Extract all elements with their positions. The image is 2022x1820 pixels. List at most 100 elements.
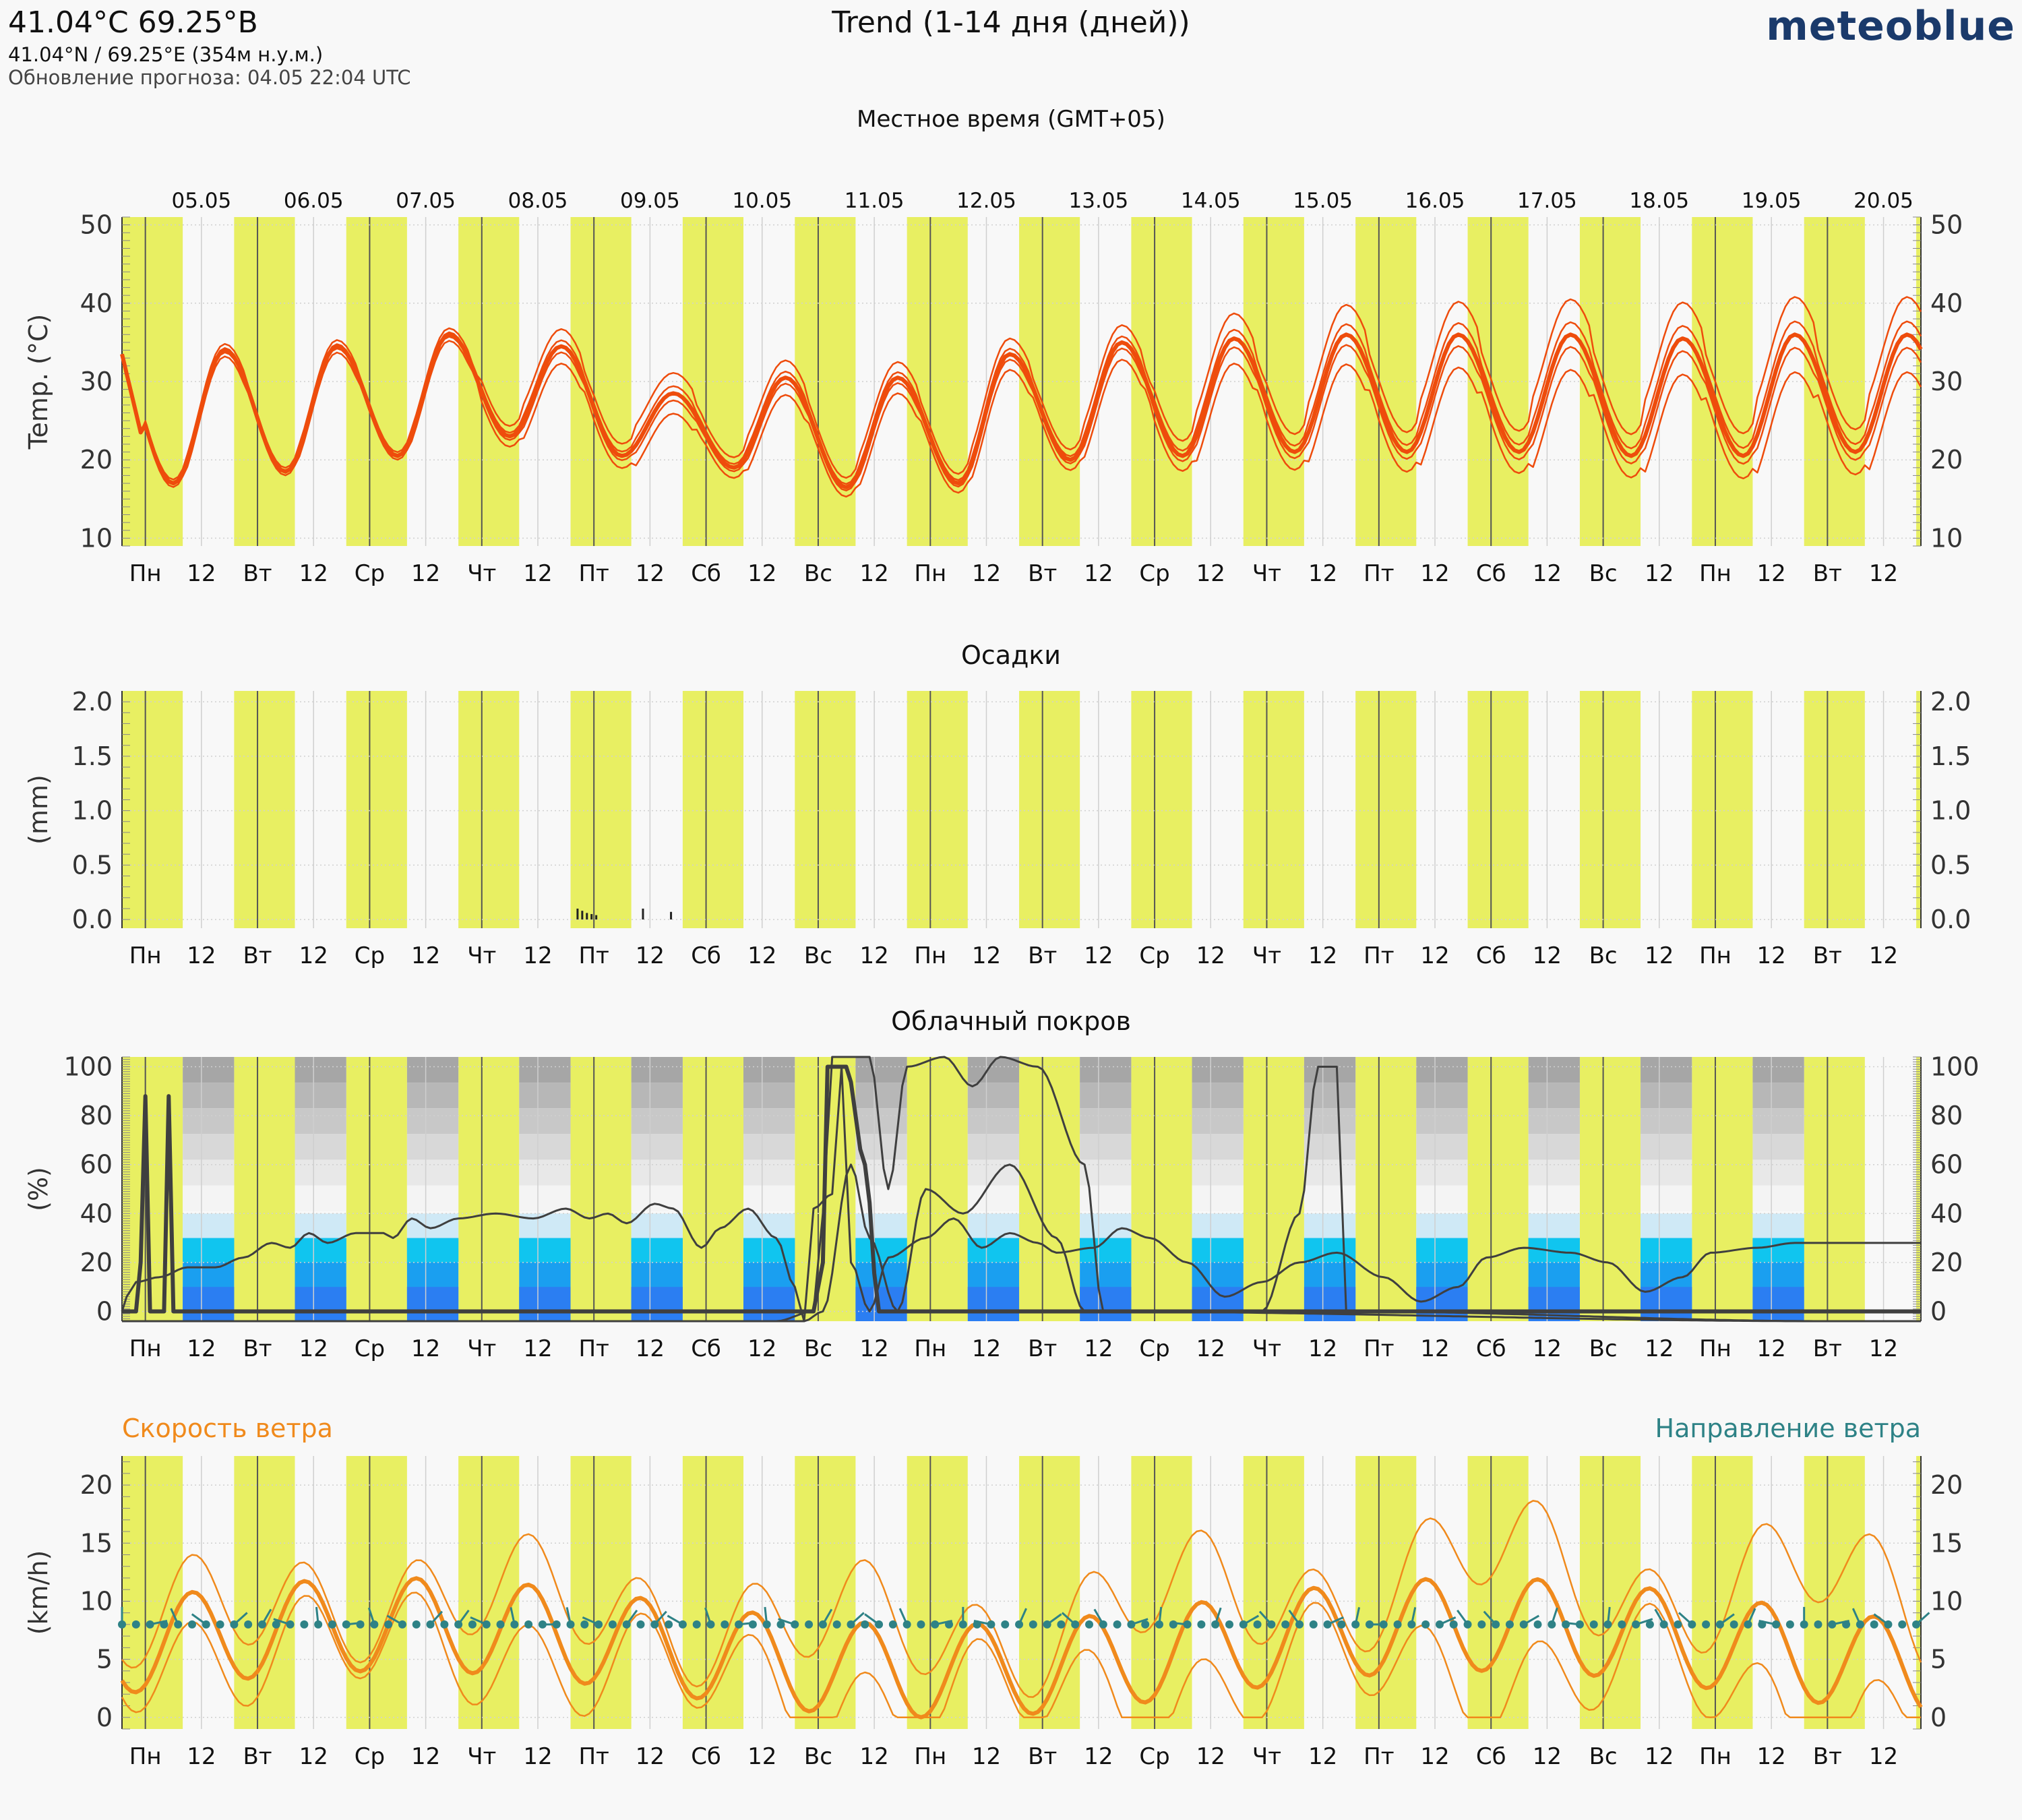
- low-cloud-block: [406, 1287, 459, 1321]
- x-tick-label: Ср: [355, 1743, 385, 1770]
- temperature-daylight-band: [1243, 217, 1304, 546]
- y-tick-label-right: 0: [1930, 1703, 1947, 1732]
- wind-direction-arrow: [1130, 1618, 1148, 1626]
- high-cloud-block: [295, 1159, 346, 1186]
- high-cloud-block: [1416, 1134, 1468, 1160]
- x-tick-label: Вс: [1589, 942, 1618, 969]
- wind-direction-arrow: [1258, 1610, 1273, 1625]
- x-tick-label: 12: [1757, 560, 1786, 587]
- day-label-17.05: 17.05: [1517, 189, 1577, 213]
- wind-direction-dot: [1645, 1620, 1654, 1629]
- mid-cloud-block: [1752, 1238, 1804, 1263]
- y-tick-label-right: 20: [1930, 1470, 1963, 1500]
- x-tick-label: Вс: [1589, 1743, 1618, 1770]
- precip-bar: [590, 914, 593, 920]
- high-cloud-block: [1752, 1159, 1804, 1186]
- wind-direction-dot: [131, 1620, 140, 1629]
- wind-direction-arrow: [1916, 1612, 1930, 1626]
- wind-direction-dot: [1393, 1620, 1402, 1629]
- day-label-16.05: 16.05: [1405, 189, 1465, 213]
- x-tick-label: Сб: [1476, 1743, 1506, 1770]
- wind-direction-dot: [440, 1620, 449, 1629]
- x-tick-label: 12: [859, 1335, 888, 1362]
- y-tick-label: 60: [80, 1150, 113, 1180]
- wind-direction-dot: [665, 1620, 673, 1629]
- x-tick-label: Вт: [1813, 1743, 1842, 1770]
- high-cloud-block: [967, 1185, 1020, 1211]
- precipitation-daylight-band: [907, 691, 968, 928]
- x-tick-label: Вт: [243, 560, 272, 587]
- wind-daylight-band: [1916, 1456, 1921, 1729]
- wind-direction-dot: [1702, 1620, 1711, 1629]
- y-tick-label-right: 2.0: [1930, 687, 1971, 717]
- mid-cloud-block: [631, 1238, 683, 1263]
- y-tick-label-right: 60: [1930, 1150, 1963, 1180]
- wind-daylight-band: [1579, 1456, 1641, 1729]
- wind-direction-arrow: [1169, 1621, 1188, 1626]
- high-cloud-block: [1192, 1185, 1244, 1211]
- x-tick-label: 12: [972, 560, 1001, 587]
- x-tick-label: Сб: [691, 942, 721, 969]
- wind-direction-dot: [608, 1620, 617, 1629]
- x-tick-label: 12: [859, 560, 888, 587]
- y-tick-label: 20: [80, 1470, 113, 1500]
- x-tick-label: Ср: [1139, 1743, 1169, 1770]
- high-cloud-block: [1192, 1083, 1244, 1109]
- x-tick-label: Вт: [243, 1335, 272, 1362]
- high-cloud-block: [1528, 1057, 1580, 1083]
- cloud_cover-daylight-band: [1355, 1057, 1417, 1321]
- cloud_cover-daylight-band: [1243, 1057, 1304, 1321]
- x-tick-label: 12: [1308, 1743, 1337, 1770]
- x-tick-label: 12: [1757, 1335, 1786, 1362]
- wind-direction-dot: [580, 1620, 589, 1629]
- high-cloud-block: [519, 1108, 571, 1134]
- wind-speed-line: [121, 1500, 1922, 1698]
- precipitation-daylight-band: [234, 691, 295, 928]
- x-tick-label: 12: [747, 1743, 776, 1770]
- x-tick-label: 12: [1645, 1335, 1674, 1362]
- mid-cloud-block: [1192, 1213, 1244, 1238]
- high-cloud-block: [1080, 1057, 1132, 1083]
- precipitation-y-axis-label: (mm): [24, 775, 53, 845]
- x-tick-label: Пт: [578, 942, 609, 969]
- y-tick-label-right: 10: [1930, 1586, 1963, 1616]
- x-tick-label: Чт: [467, 942, 496, 969]
- y-tick-label: 1.5: [72, 741, 113, 771]
- cloud_cover-daylight-band: [1579, 1057, 1641, 1321]
- high-cloud-block: [1528, 1185, 1580, 1211]
- x-tick-label: 12: [187, 1335, 216, 1362]
- x-tick-label: Пт: [1364, 1335, 1394, 1362]
- wind-direction-dot: [776, 1620, 785, 1629]
- x-tick-label: Вс: [1589, 1335, 1618, 1362]
- precipitation-daylight-band: [458, 691, 520, 928]
- x-tick-label: Ср: [1139, 1335, 1169, 1362]
- mid-cloud-block: [183, 1238, 235, 1263]
- temperature-daylight-band: [570, 217, 632, 546]
- wind-direction-arrow: [1758, 1620, 1777, 1626]
- x-tick-label: Вт: [1028, 1743, 1057, 1770]
- temperature-daylight-band: [122, 217, 183, 546]
- x-tick-label: Чт: [467, 1335, 496, 1362]
- x-tick-label: Ср: [355, 560, 385, 587]
- wind-daylight-band: [907, 1456, 968, 1729]
- x-tick-label: Ср: [1139, 942, 1169, 969]
- high-cloud-block: [743, 1185, 795, 1211]
- wind-direction-arrow: [582, 1616, 599, 1626]
- wind-direction-dot: [1618, 1620, 1626, 1629]
- y-tick-label-right: 40: [1930, 1199, 1963, 1228]
- wind-direction-arrow: [191, 1613, 207, 1626]
- temp-series-line: [121, 296, 1922, 481]
- x-tick-label: Чт: [1252, 560, 1281, 587]
- wind-direction-arrow: [1678, 1612, 1693, 1626]
- wind-direction-dot: [1309, 1620, 1318, 1629]
- x-tick-label: 12: [1533, 560, 1562, 587]
- x-tick-label: 12: [1420, 942, 1449, 969]
- temp-series-line: [121, 320, 1922, 485]
- x-tick-label: Пн: [129, 560, 162, 587]
- x-tick-label: Пт: [1364, 1743, 1394, 1770]
- wind-direction-dot: [805, 1620, 814, 1629]
- x-tick-label: 12: [411, 560, 440, 587]
- wind-daylight-band: [1692, 1456, 1753, 1729]
- x-tick-label: Пт: [578, 1743, 609, 1770]
- y-tick-label-right: 0.5: [1930, 850, 1971, 880]
